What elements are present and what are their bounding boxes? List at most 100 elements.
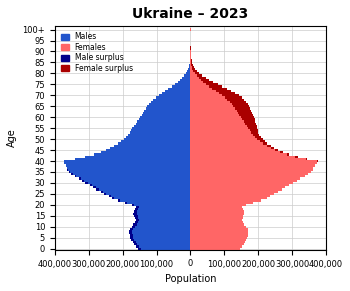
- Bar: [111, 195, 190, 197]
- Bar: [96, 186, 190, 189]
- Bar: [190, 191, 278, 193]
- Bar: [190, 142, 263, 145]
- Bar: [80, 178, 190, 180]
- Bar: [137, 210, 190, 212]
- Bar: [190, 77, 198, 79]
- Bar: [201, 79, 209, 81]
- Bar: [255, 136, 261, 138]
- Bar: [165, 90, 190, 92]
- Bar: [275, 149, 278, 151]
- Bar: [121, 140, 190, 142]
- Bar: [188, 68, 190, 70]
- Bar: [190, 232, 248, 235]
- Bar: [159, 94, 190, 96]
- Bar: [190, 195, 270, 197]
- Bar: [306, 158, 307, 160]
- Bar: [78, 178, 81, 180]
- Bar: [139, 118, 190, 120]
- Bar: [130, 228, 133, 230]
- Bar: [101, 151, 190, 153]
- Bar: [135, 217, 138, 219]
- Bar: [190, 248, 240, 250]
- Bar: [104, 193, 106, 195]
- Bar: [70, 171, 190, 173]
- Bar: [190, 123, 245, 125]
- Bar: [219, 92, 236, 94]
- Bar: [190, 116, 240, 118]
- Bar: [143, 112, 190, 114]
- Bar: [233, 105, 249, 107]
- Bar: [190, 145, 267, 147]
- Bar: [96, 189, 99, 191]
- Bar: [190, 90, 216, 92]
- Bar: [295, 156, 298, 158]
- Bar: [64, 160, 190, 162]
- Title: Ukraine – 2023: Ukraine – 2023: [132, 7, 248, 21]
- Bar: [190, 162, 316, 164]
- Bar: [247, 125, 257, 127]
- Bar: [257, 138, 262, 140]
- Bar: [192, 66, 194, 68]
- Bar: [135, 221, 138, 223]
- Bar: [136, 245, 139, 248]
- Bar: [190, 217, 243, 219]
- Bar: [191, 63, 193, 66]
- Bar: [267, 145, 271, 147]
- Bar: [190, 114, 239, 116]
- Bar: [198, 77, 206, 79]
- Bar: [76, 175, 190, 178]
- Bar: [88, 182, 190, 184]
- Bar: [132, 230, 190, 232]
- Bar: [190, 149, 275, 151]
- Bar: [175, 83, 190, 86]
- Bar: [71, 173, 73, 175]
- Bar: [92, 184, 190, 186]
- Bar: [190, 79, 201, 81]
- Bar: [190, 210, 244, 212]
- Bar: [138, 215, 190, 217]
- Bar: [190, 138, 257, 140]
- Bar: [245, 123, 256, 125]
- Bar: [190, 153, 287, 156]
- Bar: [133, 228, 190, 230]
- Bar: [206, 83, 218, 86]
- Bar: [190, 215, 243, 217]
- Bar: [237, 109, 251, 112]
- Bar: [151, 101, 190, 103]
- Bar: [66, 164, 190, 166]
- Bar: [190, 118, 242, 120]
- Bar: [190, 70, 194, 72]
- Bar: [239, 114, 253, 116]
- Bar: [263, 142, 267, 145]
- Bar: [190, 107, 235, 109]
- Bar: [190, 202, 253, 204]
- Bar: [93, 186, 96, 189]
- Bar: [182, 77, 190, 79]
- Bar: [190, 204, 246, 206]
- Bar: [190, 199, 261, 202]
- Bar: [135, 208, 138, 210]
- Bar: [190, 206, 242, 208]
- Bar: [190, 230, 248, 232]
- Bar: [190, 101, 230, 103]
- Bar: [190, 243, 244, 245]
- Bar: [225, 96, 242, 99]
- Bar: [190, 158, 306, 160]
- Bar: [172, 86, 190, 88]
- Bar: [190, 189, 282, 191]
- Bar: [242, 118, 255, 120]
- Bar: [244, 120, 256, 123]
- Bar: [85, 182, 88, 184]
- Bar: [132, 204, 134, 206]
- Bar: [138, 208, 190, 210]
- Bar: [222, 94, 239, 96]
- Bar: [177, 81, 190, 83]
- X-axis label: Population: Population: [164, 274, 216, 284]
- Bar: [253, 134, 259, 136]
- Bar: [209, 86, 222, 88]
- Bar: [228, 99, 244, 101]
- Bar: [190, 112, 238, 114]
- Bar: [190, 136, 255, 138]
- Bar: [140, 116, 190, 118]
- Bar: [94, 153, 190, 156]
